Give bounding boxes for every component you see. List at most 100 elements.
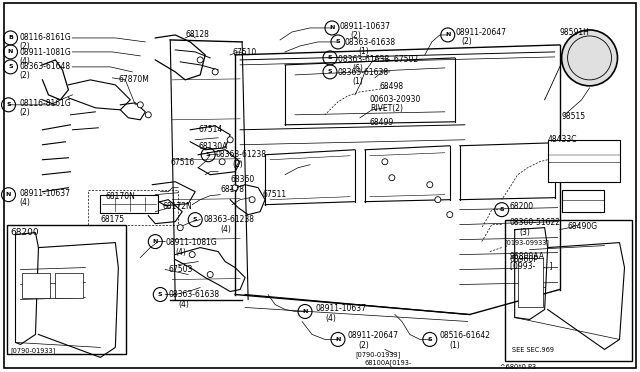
Text: (2): (2) bbox=[358, 341, 369, 350]
Text: 08911-1081G: 08911-1081G bbox=[165, 238, 217, 247]
Text: 08116-8161G: 08116-8161G bbox=[19, 99, 71, 108]
Circle shape bbox=[447, 212, 452, 218]
Text: (1): (1) bbox=[352, 77, 363, 86]
Text: 00603-20930: 00603-20930 bbox=[370, 95, 421, 104]
Text: 08911-10637: 08911-10637 bbox=[315, 305, 366, 314]
Text: 67516: 67516 bbox=[170, 158, 195, 167]
Text: N: N bbox=[8, 49, 13, 54]
Text: 08360-51622: 08360-51622 bbox=[509, 218, 561, 227]
Text: (3): (3) bbox=[520, 228, 531, 237]
Circle shape bbox=[227, 137, 233, 143]
Circle shape bbox=[145, 112, 151, 118]
Text: [0790-01933]: [0790-01933] bbox=[10, 347, 56, 354]
Text: (2): (2) bbox=[19, 42, 30, 51]
Text: (4): (4) bbox=[175, 248, 186, 257]
Text: RIVET(2): RIVET(2) bbox=[370, 104, 403, 113]
Text: 08363-61238: 08363-61238 bbox=[215, 150, 266, 159]
Text: ^680*0 P3: ^680*0 P3 bbox=[500, 365, 536, 371]
Text: 68960P: 68960P bbox=[509, 254, 539, 264]
Text: (1): (1) bbox=[358, 47, 369, 56]
Bar bbox=[505, 219, 632, 362]
Text: 08516-61642: 08516-61642 bbox=[440, 331, 491, 340]
Text: (2): (2) bbox=[19, 108, 30, 117]
Text: 08911-10637: 08911-10637 bbox=[19, 189, 70, 198]
Bar bbox=[518, 257, 543, 308]
Text: 68200: 68200 bbox=[509, 202, 534, 211]
Circle shape bbox=[197, 57, 203, 63]
Text: 68128: 68128 bbox=[185, 30, 209, 39]
Text: 98515: 98515 bbox=[562, 112, 586, 121]
Circle shape bbox=[562, 30, 618, 86]
Text: (4): (4) bbox=[325, 314, 336, 324]
Text: 68130A: 68130A bbox=[198, 142, 228, 151]
Text: 67503: 67503 bbox=[168, 264, 193, 273]
Text: (1): (1) bbox=[450, 341, 461, 350]
Text: 08911-1081G: 08911-1081G bbox=[19, 48, 71, 57]
Bar bbox=[22, 273, 51, 298]
Text: S: S bbox=[6, 102, 11, 108]
Text: 08363-61638: 08363-61638 bbox=[168, 289, 220, 298]
Bar bbox=[6, 225, 126, 355]
Text: (4): (4) bbox=[19, 57, 30, 66]
Bar bbox=[100, 195, 158, 213]
Text: (4): (4) bbox=[178, 299, 189, 308]
Text: 08911-20647: 08911-20647 bbox=[348, 331, 399, 340]
Text: N: N bbox=[6, 192, 11, 197]
Bar bbox=[548, 140, 620, 182]
Text: 68170N: 68170N bbox=[106, 192, 135, 201]
Text: N: N bbox=[330, 25, 335, 31]
Text: S: S bbox=[328, 55, 332, 60]
Text: S: S bbox=[8, 64, 13, 70]
Text: (2): (2) bbox=[462, 37, 472, 46]
Circle shape bbox=[177, 225, 183, 231]
Text: [0790-01933]: [0790-01933] bbox=[355, 352, 400, 358]
Text: 48433C: 48433C bbox=[548, 135, 577, 144]
Circle shape bbox=[189, 251, 195, 257]
Text: B: B bbox=[8, 35, 13, 41]
Text: N: N bbox=[302, 309, 308, 314]
Text: N: N bbox=[445, 32, 451, 38]
Text: 68172N: 68172N bbox=[163, 202, 192, 211]
Text: (6): (6) bbox=[352, 64, 363, 73]
Text: 68490G: 68490G bbox=[568, 222, 598, 231]
Text: SEE SEC.969: SEE SEC.969 bbox=[512, 347, 554, 353]
Text: (2): (2) bbox=[232, 160, 243, 169]
Text: N: N bbox=[152, 239, 158, 244]
Circle shape bbox=[382, 159, 388, 165]
Text: 67514: 67514 bbox=[198, 125, 223, 134]
Bar bbox=[56, 273, 83, 298]
Text: 67510: 67510 bbox=[232, 48, 257, 57]
Text: (4): (4) bbox=[19, 198, 30, 207]
Circle shape bbox=[207, 272, 213, 278]
Text: S: S bbox=[206, 152, 211, 157]
Text: 08911-10637: 08911-10637 bbox=[340, 22, 391, 31]
Bar bbox=[562, 190, 604, 212]
Text: S: S bbox=[158, 292, 163, 297]
Text: (2): (2) bbox=[350, 31, 361, 40]
Circle shape bbox=[389, 175, 395, 181]
Text: S: S bbox=[193, 217, 198, 222]
Text: S: S bbox=[428, 337, 432, 342]
Text: 68498: 68498 bbox=[380, 82, 404, 91]
Text: 96800AA: 96800AA bbox=[509, 251, 545, 261]
Text: N: N bbox=[335, 337, 340, 342]
Text: 68360: 68360 bbox=[230, 175, 254, 184]
Text: 98591H: 98591H bbox=[559, 28, 589, 37]
Circle shape bbox=[249, 197, 255, 203]
Text: (4): (4) bbox=[220, 225, 231, 234]
Text: 08363-61638: 08363-61638 bbox=[338, 68, 389, 77]
Text: S: S bbox=[499, 207, 504, 212]
Text: (2): (2) bbox=[19, 71, 30, 80]
Circle shape bbox=[219, 159, 225, 165]
Text: 08363-61648: 08363-61648 bbox=[19, 62, 70, 71]
Circle shape bbox=[212, 69, 218, 75]
Text: 68200: 68200 bbox=[10, 228, 39, 237]
Circle shape bbox=[435, 197, 441, 203]
Text: 67870M: 67870M bbox=[118, 75, 149, 84]
Text: [0993-      ]: [0993- ] bbox=[509, 262, 552, 270]
Text: 68175: 68175 bbox=[100, 215, 125, 224]
Text: 08363-61238: 08363-61238 bbox=[203, 215, 254, 224]
Text: S: S bbox=[328, 70, 332, 74]
Text: S: S bbox=[335, 39, 340, 44]
Text: 08911-20647: 08911-20647 bbox=[456, 28, 507, 37]
